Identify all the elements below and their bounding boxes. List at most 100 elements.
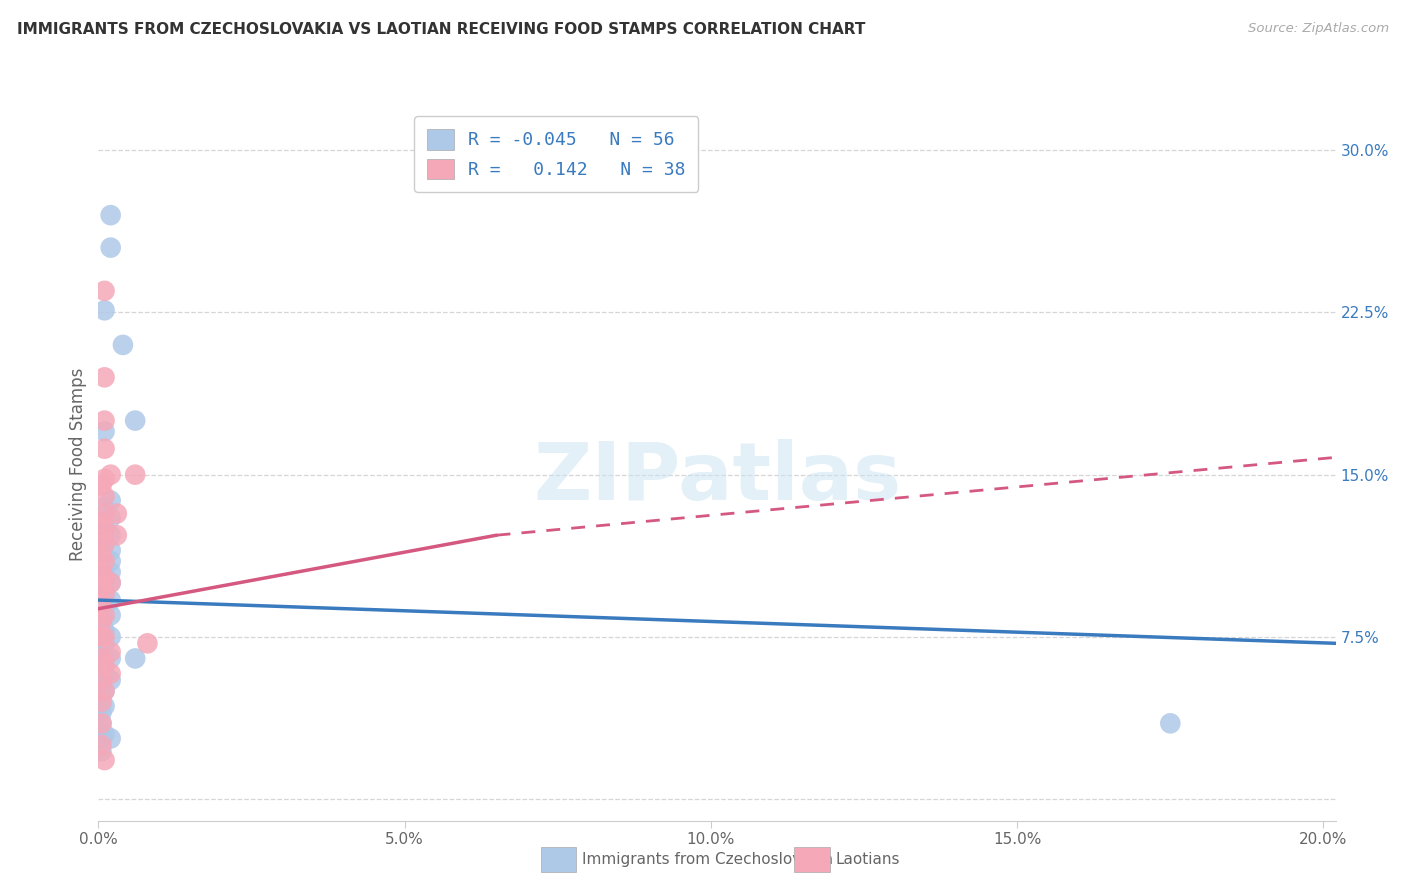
Point xyxy=(105,528,128,542)
Point xyxy=(93,608,115,623)
Point xyxy=(90,624,112,638)
Point xyxy=(93,537,115,551)
Point xyxy=(100,528,122,542)
Text: Source: ZipAtlas.com: Source: ZipAtlas.com xyxy=(1249,22,1389,36)
Point xyxy=(124,467,146,482)
Point xyxy=(100,608,122,623)
Point xyxy=(90,738,112,752)
Text: Immigrants from Czechoslovakia: Immigrants from Czechoslovakia xyxy=(582,853,834,867)
Point xyxy=(90,615,112,629)
Point xyxy=(93,657,115,672)
Point xyxy=(100,467,122,482)
Point xyxy=(100,645,122,659)
Point xyxy=(90,565,112,579)
Point xyxy=(93,425,115,439)
Point xyxy=(100,731,122,746)
Point xyxy=(93,507,115,521)
Point xyxy=(90,662,112,676)
Y-axis label: Receiving Food Stamps: Receiving Food Stamps xyxy=(69,368,87,560)
Point xyxy=(90,533,112,547)
Point xyxy=(93,753,115,767)
Point xyxy=(90,630,112,644)
Point xyxy=(93,571,115,585)
Point xyxy=(1159,716,1181,731)
Point xyxy=(90,549,112,564)
Point xyxy=(124,414,146,428)
Point xyxy=(90,478,112,492)
Point xyxy=(90,697,112,711)
Text: ZIPatlas: ZIPatlas xyxy=(533,439,901,517)
Point xyxy=(93,586,115,600)
Point xyxy=(93,684,115,698)
Point xyxy=(90,608,112,623)
Point xyxy=(90,680,112,694)
Point xyxy=(93,567,115,582)
Point xyxy=(93,624,115,638)
Point xyxy=(93,554,115,568)
Point xyxy=(105,507,128,521)
Point xyxy=(93,636,115,650)
Point xyxy=(90,651,112,665)
Point xyxy=(90,731,112,746)
Point xyxy=(93,303,115,318)
Point xyxy=(124,651,146,665)
Point xyxy=(100,593,122,607)
Point xyxy=(93,500,115,514)
Legend: R = -0.045   N = 56, R =   0.142   N = 38: R = -0.045 N = 56, R = 0.142 N = 38 xyxy=(413,116,699,192)
Point xyxy=(90,673,112,687)
Point xyxy=(93,558,115,573)
Point xyxy=(90,515,112,529)
Point xyxy=(100,575,122,590)
Point xyxy=(93,651,115,665)
Point xyxy=(100,673,122,687)
Point xyxy=(93,575,115,590)
Point xyxy=(90,575,112,590)
Text: Laotians: Laotians xyxy=(835,853,900,867)
Point xyxy=(136,636,159,650)
Point xyxy=(100,511,122,525)
Point xyxy=(90,645,112,659)
Point xyxy=(93,630,115,644)
Point xyxy=(93,414,115,428)
Point xyxy=(90,716,112,731)
Point xyxy=(90,744,112,758)
Point xyxy=(90,586,112,600)
Point xyxy=(100,554,122,568)
Point xyxy=(100,630,122,644)
Point xyxy=(90,598,112,612)
Point xyxy=(90,636,112,650)
Point xyxy=(90,695,112,709)
Point xyxy=(93,537,115,551)
Point xyxy=(90,580,112,594)
Point xyxy=(93,727,115,741)
Point xyxy=(93,489,115,503)
Point xyxy=(93,549,115,564)
Point xyxy=(111,338,134,352)
Point xyxy=(90,654,112,668)
Point xyxy=(100,493,122,508)
Point xyxy=(93,608,115,623)
Point xyxy=(100,651,122,665)
Point xyxy=(93,284,115,298)
Point xyxy=(93,472,115,486)
Text: IMMIGRANTS FROM CZECHOSLOVAKIA VS LAOTIAN RECEIVING FOOD STAMPS CORRELATION CHAR: IMMIGRANTS FROM CZECHOSLOVAKIA VS LAOTIA… xyxy=(17,22,865,37)
Point xyxy=(93,522,115,536)
Point xyxy=(90,716,112,731)
Point xyxy=(90,706,112,720)
Point xyxy=(100,565,122,579)
Point xyxy=(93,699,115,714)
Point xyxy=(90,688,112,702)
Point xyxy=(100,666,122,681)
Point xyxy=(100,208,122,222)
Point xyxy=(100,543,122,558)
Point xyxy=(93,442,115,456)
Point xyxy=(93,598,115,612)
Point xyxy=(90,671,112,685)
Point xyxy=(93,370,115,384)
Point xyxy=(93,522,115,536)
Point xyxy=(100,241,122,255)
Point xyxy=(93,666,115,681)
Point xyxy=(93,684,115,698)
Point xyxy=(93,586,115,600)
Point xyxy=(100,575,122,590)
